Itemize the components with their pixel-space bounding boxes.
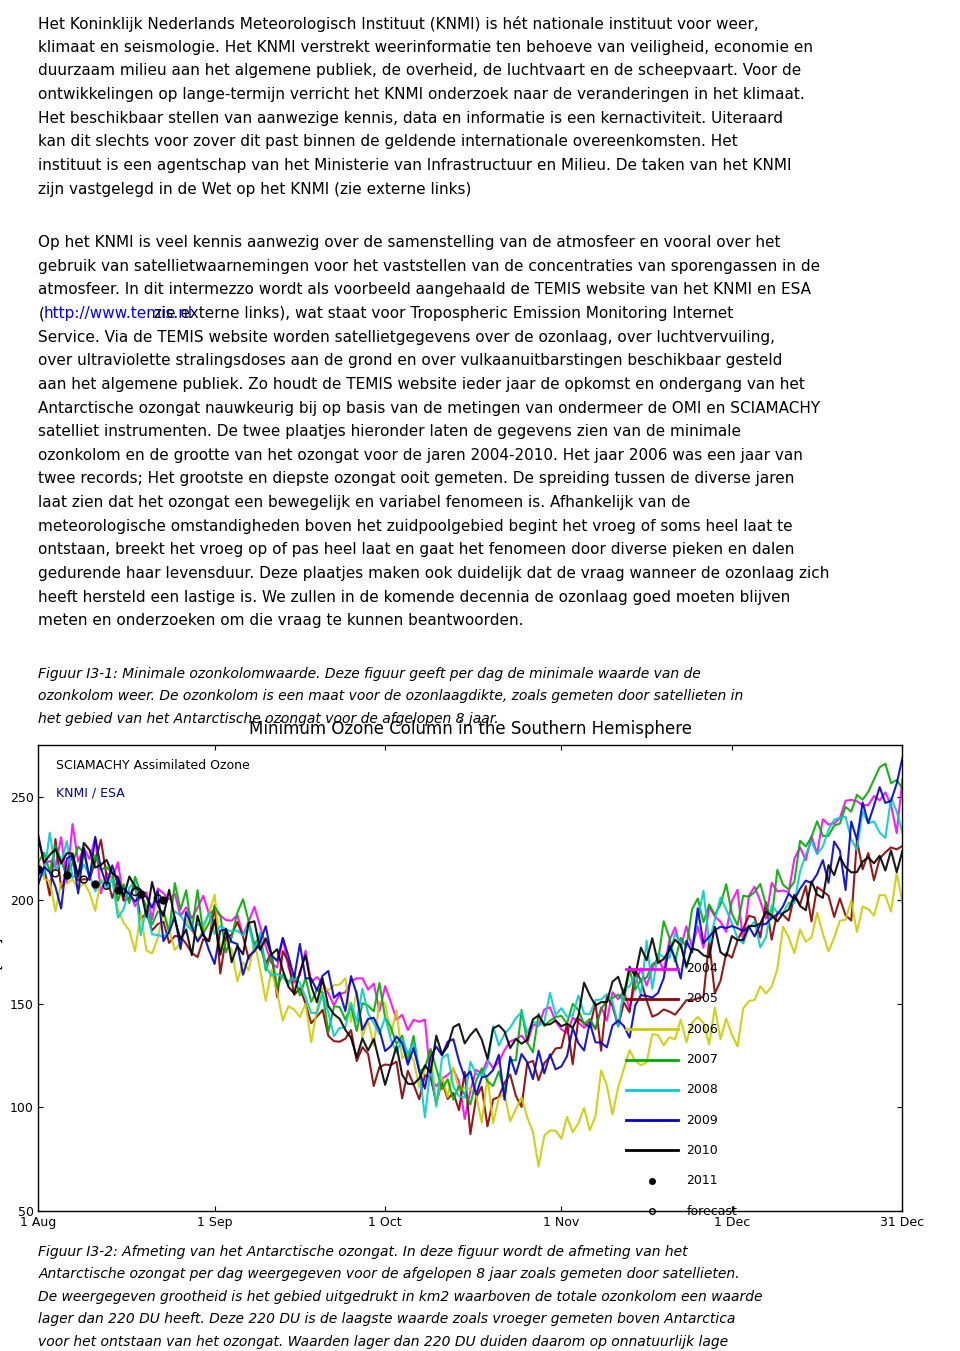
Text: 2004: 2004 <box>686 962 718 975</box>
Title: Minimum Ozone Column in the Southern Hemisphere: Minimum Ozone Column in the Southern Hem… <box>249 720 692 738</box>
Y-axis label: Ozone [DU]: Ozone [DU] <box>0 938 4 1019</box>
Text: duurzaam milieu aan het algemene publiek, de overheid, de luchtvaart en de schee: duurzaam milieu aan het algemene publiek… <box>38 63 802 78</box>
Text: 2005: 2005 <box>686 993 718 1005</box>
Text: laat zien dat het ozongat een bewegelijk en variabel fenomeen is. Afhankelijk va: laat zien dat het ozongat een bewegelijk… <box>38 494 691 511</box>
Text: satelliet instrumenten. De twee plaatjes hieronder laten de gegevens zien van de: satelliet instrumenten. De twee plaatjes… <box>38 424 741 439</box>
Point <box>87 873 103 894</box>
Text: Op het KNMI is veel kennis aanwezig over de samenstelling van de atmosfeer en vo: Op het KNMI is veel kennis aanwezig over… <box>38 235 780 250</box>
Text: heeft hersteld een lastige is. We zullen in de komende decennia de ozonlaag goed: heeft hersteld een lastige is. We zullen… <box>38 589 791 605</box>
Point <box>35 1170 50 1192</box>
Point <box>99 875 114 897</box>
Text: forecast: forecast <box>686 1205 737 1217</box>
Text: gedurende haar levensduur. Deze plaatjes maken ook duidelijk dat de vraag wannee: gedurende haar levensduur. Deze plaatjes… <box>38 566 829 581</box>
Point <box>133 884 149 905</box>
Text: instituut is een agentschap van het Ministerie van Infrastructuur en Milieu. De : instituut is een agentschap van het Mini… <box>38 158 792 173</box>
Text: http://www.temis.nl: http://www.temis.nl <box>44 305 193 322</box>
Point <box>76 869 91 890</box>
Text: meten en onderzoeken om die vraag te kunnen beantwoorden.: meten en onderzoeken om die vraag te kun… <box>38 613 524 628</box>
Text: KNMI / ESA: KNMI / ESA <box>56 786 125 800</box>
Text: lager dan 220 DU heeft. Deze 220 DU is de laagste waarde zoals vroeger gemeten b: lager dan 220 DU heeft. Deze 220 DU is d… <box>38 1312 735 1327</box>
Text: 2008: 2008 <box>686 1084 718 1096</box>
Text: (: ( <box>38 305 44 322</box>
Text: kan dit slechts voor zover dit past binnen de geldende internationale overeenkom: kan dit slechts voor zover dit past binn… <box>38 134 738 150</box>
Text: 2009: 2009 <box>686 1113 718 1127</box>
Text: 2011: 2011 <box>686 1174 718 1188</box>
Text: SCIAMACHY Assimilated Ozone: SCIAMACHY Assimilated Ozone <box>56 759 250 771</box>
Text: ozonkolom en de grootte van het ozongat voor de jaren 2004-2010. Het jaar 2006 w: ozonkolom en de grootte van het ozongat … <box>38 447 804 463</box>
Text: Het beschikbaar stellen van aanwezige kennis, data en informatie is een kernacti: Het beschikbaar stellen van aanwezige ke… <box>38 111 783 126</box>
Point <box>31 858 46 880</box>
Text: twee records; Het grootste en diepste ozongat ooit gemeten. De spreiding tussen : twee records; Het grootste en diepste oz… <box>38 471 795 486</box>
Text: meteorologische omstandigheden boven het zuidpoolgebied begint het vroeg of soms: meteorologische omstandigheden boven het… <box>38 519 793 534</box>
Text: het gebied van het Antarctische ozongat voor de afgelopen 8 jaar.: het gebied van het Antarctische ozongat … <box>38 712 499 725</box>
Text: aan het algemene publiek. Zo houdt de TEMIS website ieder jaar de opkomst en ond: aan het algemene publiek. Zo houdt de TE… <box>38 377 805 392</box>
Text: 2007: 2007 <box>686 1052 718 1066</box>
Text: 2010: 2010 <box>686 1144 718 1156</box>
Point <box>128 881 143 902</box>
Text: Het Koninklijk Nederlands Meteorologisch Instituut (KNMI) is hét nationale insti: Het Koninklijk Nederlands Meteorologisch… <box>38 16 759 32</box>
Text: 2006: 2006 <box>686 1023 718 1036</box>
Point <box>150 888 165 909</box>
Text: klimaat en seismologie. Het KNMI verstrekt weerinformatie ten behoeve van veilig: klimaat en seismologie. Het KNMI verstre… <box>38 39 813 55</box>
Text: De weergegeven grootheid is het gebied uitgedrukt in km2 waarboven de totale ozo: De weergegeven grootheid is het gebied u… <box>38 1290 763 1304</box>
Text: Service. Via de TEMIS website worden satellietgegevens over de ozonlaag, over lu: Service. Via de TEMIS website worden sat… <box>38 330 776 345</box>
Text: zie externe links), wat staat voor Tropospheric Emission Monitoring Internet: zie externe links), wat staat voor Tropo… <box>149 305 733 322</box>
Text: zijn vastgelegd in de Wet op het KNMI (zie externe links): zijn vastgelegd in de Wet op het KNMI (z… <box>38 181 471 197</box>
Text: ontwikkelingen op lange-termijn verricht het KNMI onderzoek naar de veranderinge: ontwikkelingen op lange-termijn verricht… <box>38 86 805 103</box>
Text: ozonkolom weer. De ozonkolom is een maat voor de ozonlaagdikte, zoals gemeten do: ozonkolom weer. De ozonkolom is een maat… <box>38 689 744 703</box>
Point <box>156 889 171 911</box>
Text: Figuur I3-1: Minimale ozonkolomwaarde. Deze figuur geeft per dag de minimale waa: Figuur I3-1: Minimale ozonkolomwaarde. D… <box>38 666 701 681</box>
Text: ontstaan, breekt het vroeg op of pas heel laat en gaat het fenomeen door diverse: ontstaan, breekt het vroeg op of pas hee… <box>38 542 795 558</box>
Text: Antarctische ozongat per dag weergegeven voor de afgelopen 8 jaar zoals gemeten : Antarctische ozongat per dag weergegeven… <box>38 1267 740 1281</box>
Text: over ultraviolette stralingsdoses aan de grond en over vulkaanuitbarstingen besc: over ultraviolette stralingsdoses aan de… <box>38 353 782 369</box>
Text: Figuur I3-2: Afmeting van het Antarctische ozongat. In deze figuur wordt de afme: Figuur I3-2: Afmeting van het Antarctisc… <box>38 1244 688 1259</box>
Point <box>110 880 126 901</box>
Text: Antarctische ozongat nauwkeurig bij op basis van de metingen van ondermeer de OM: Antarctische ozongat nauwkeurig bij op b… <box>38 400 821 416</box>
Text: gebruik van satellietwaarnemingen voor het vaststellen van de concentraties van : gebruik van satellietwaarnemingen voor h… <box>38 258 821 274</box>
Point <box>60 865 75 886</box>
Point <box>48 862 63 884</box>
Text: atmosfeer. In dit intermezzo wordt als voorbeeld aangehaald de TEMIS website van: atmosfeer. In dit intermezzo wordt als v… <box>38 282 811 297</box>
Text: voor het ontstaan van het ozongat. Waarden lager dan 220 DU duiden daarom op onn: voor het ontstaan van het ozongat. Waard… <box>38 1335 729 1348</box>
